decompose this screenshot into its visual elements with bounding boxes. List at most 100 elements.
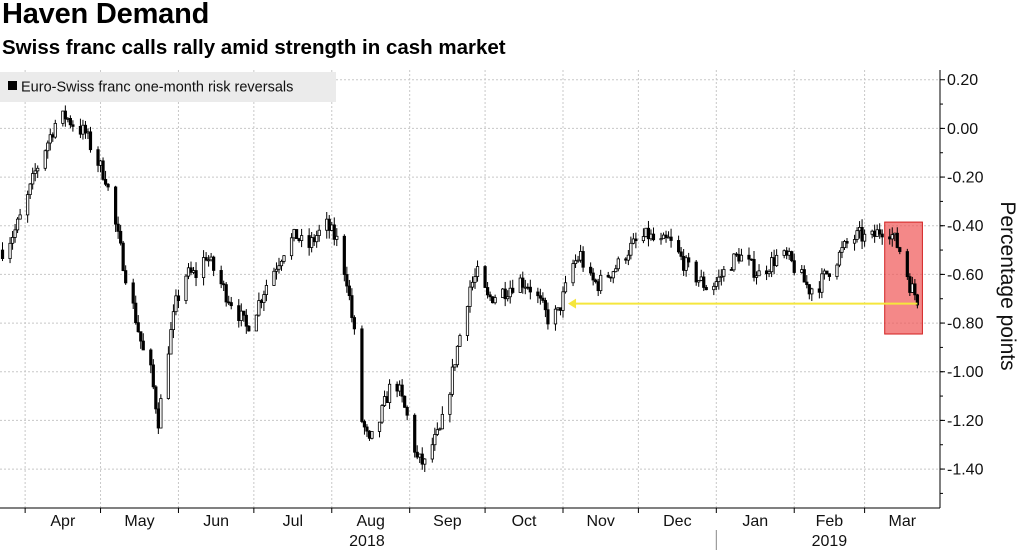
candle-body: [66, 118, 70, 120]
candle-body: [405, 406, 409, 416]
candle-body: [332, 224, 336, 240]
candle-body: [915, 294, 919, 306]
candle-body: [518, 277, 522, 293]
candle-body: [317, 229, 321, 236]
candle-body: [362, 421, 367, 428]
candle-body: [757, 270, 761, 277]
candle-body: [171, 311, 176, 331]
candle-body: [523, 286, 527, 289]
candle-body: [624, 258, 628, 261]
candle-body: [749, 258, 754, 261]
candle-body: [10, 237, 15, 244]
y-axis-label: Percentage points: [996, 201, 1019, 370]
candle-body: [385, 396, 389, 403]
candle-body: [556, 307, 560, 310]
candle-body: [415, 451, 419, 458]
candle-body: [775, 254, 779, 267]
candle-body: [506, 296, 510, 300]
candle-body: [257, 300, 261, 316]
x-tick-label: Aug: [356, 513, 384, 530]
candle-body: [254, 314, 258, 332]
y-tick-label: -1.20: [947, 413, 984, 430]
candle-body: [325, 218, 329, 231]
candle-body: [888, 236, 892, 240]
series-1: [0, 105, 919, 472]
candle-body: [212, 256, 216, 271]
candle-body: [679, 251, 683, 257]
candle-body: [33, 170, 37, 174]
candle-body: [31, 173, 35, 185]
candle-body: [465, 306, 470, 336]
candle-body: [594, 279, 598, 283]
x-tick-label: Sep: [433, 513, 462, 530]
candle-body: [666, 236, 671, 239]
candle-body: [335, 235, 339, 240]
candle-body: [458, 335, 462, 347]
candle-body: [63, 110, 67, 120]
candle-body: [842, 241, 847, 249]
candle-body: [822, 270, 826, 275]
candle-body: [536, 291, 540, 297]
candle-body: [116, 223, 120, 232]
candle-body: [591, 272, 595, 281]
candle-body: [790, 251, 794, 262]
candle-body: [36, 167, 40, 172]
candle-body: [541, 297, 545, 301]
candle-body: [485, 287, 490, 296]
candle-body: [114, 186, 118, 225]
candle-body: [380, 405, 384, 423]
candle-body: [395, 383, 399, 392]
candle-body: [347, 285, 351, 297]
candle-body: [561, 291, 565, 311]
candle-body: [13, 229, 17, 238]
candle-body: [521, 277, 525, 288]
candle-body: [606, 274, 610, 278]
candle-body: [131, 282, 135, 304]
candle-body: [189, 267, 193, 273]
candle-body: [905, 251, 909, 278]
candle-body: [782, 250, 786, 256]
candle-body: [191, 270, 196, 273]
candle-body: [169, 329, 173, 355]
candle-body: [103, 178, 108, 185]
candle-body: [88, 131, 93, 151]
candle-body: [98, 160, 103, 166]
candle-body: [855, 230, 859, 240]
candle-body: [174, 295, 178, 313]
candle-body: [659, 238, 663, 241]
candle-body: [634, 238, 638, 242]
candle-body: [282, 255, 286, 262]
candle-body: [262, 294, 266, 303]
candle-body: [687, 257, 691, 263]
candle-body: [878, 229, 882, 235]
candle-body: [845, 241, 849, 244]
candle-body: [244, 314, 248, 327]
candle-body: [840, 247, 844, 253]
candle-body: [810, 288, 814, 295]
candle-body: [139, 331, 143, 342]
candle-body: [149, 349, 153, 366]
candle-body: [702, 276, 706, 288]
candle-body: [156, 408, 160, 429]
candle-body: [501, 288, 505, 298]
y-tick-label: -0.60: [947, 267, 984, 284]
candle-body: [852, 239, 857, 244]
candle-body: [8, 242, 12, 259]
candle-body: [893, 232, 897, 236]
candle-body: [870, 230, 874, 235]
candle-body: [739, 254, 744, 262]
candle-body: [734, 253, 739, 256]
candle-body: [543, 300, 548, 311]
candle-body: [121, 242, 125, 271]
candle-body: [599, 274, 603, 292]
x-year-label: 2018: [349, 533, 385, 550]
candle-body: [71, 124, 75, 127]
candle-body: [413, 414, 417, 453]
legend-swatch: [8, 81, 17, 90]
candle-body: [315, 235, 319, 243]
candle-body: [596, 281, 600, 292]
candle-body: [805, 281, 809, 286]
candle-body: [787, 251, 791, 256]
candle-body: [204, 257, 208, 261]
chart-subtitle: Swiss franc calls rally amid strength in…: [2, 36, 506, 59]
